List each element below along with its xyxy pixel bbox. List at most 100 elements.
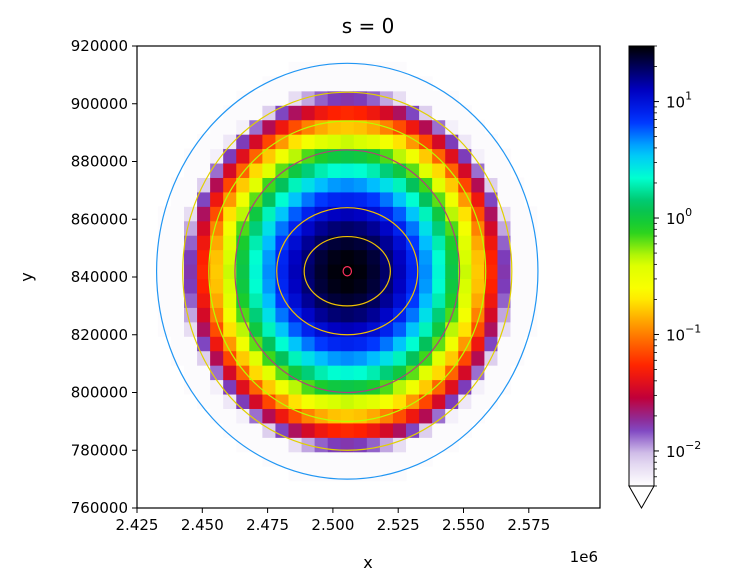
heatmap-cell: [366, 365, 381, 381]
heatmap-cell: [170, 264, 185, 280]
heatmap-cell: [458, 119, 472, 135]
heatmap-cell: [340, 437, 355, 453]
heatmap-cell: [340, 292, 355, 308]
heatmap-cell: [314, 321, 329, 337]
heatmap-cell: [327, 220, 342, 236]
heatmap-cell: [392, 350, 407, 366]
heatmap-cell: [314, 177, 329, 193]
heatmap-cell: [353, 307, 368, 323]
x-axis: 2.425 2.450 2.475 2.500 2.525 2.550 2.575: [116, 508, 550, 534]
heatmap-cell: [353, 264, 368, 280]
heatmap-cell: [379, 451, 394, 467]
heatmap-cell: [379, 393, 394, 409]
heatmap-cell: [392, 206, 407, 222]
heatmap-cell: [392, 466, 407, 482]
heatmap-cell: [210, 292, 224, 308]
heatmap-cell: [458, 105, 472, 121]
heatmap-cell: [445, 264, 459, 280]
heatmap-cell: [236, 321, 250, 337]
colorbar-ticks: 10−2 10−1 100 101: [654, 45, 701, 487]
heatmap-cell: [288, 451, 303, 467]
heatmap-cell: [327, 408, 342, 424]
y-tick-label: 900000: [71, 95, 128, 113]
heatmap-cell: [262, 451, 277, 467]
y-tick-label: 920000: [71, 37, 128, 55]
heatmap-cell: [249, 393, 263, 409]
heatmap-cell: [223, 307, 237, 323]
heatmap-cell: [236, 393, 250, 409]
heatmap-cell: [223, 278, 237, 294]
heatmap-cell: [340, 148, 355, 164]
heatmap-cell: [340, 191, 355, 207]
heatmap-cell: [432, 105, 446, 121]
heatmap-cell: [223, 336, 237, 352]
heatmap-cell: [301, 134, 316, 150]
heatmap-cell: [301, 451, 316, 467]
heatmap-cell: [236, 365, 250, 381]
heatmap-cell: [471, 365, 485, 381]
heatmap-cell: [327, 422, 342, 438]
y-axis-label: y: [17, 272, 36, 281]
heatmap-cell: [327, 437, 342, 453]
heatmap-cell: [327, 278, 342, 294]
y-tick-label: 880000: [71, 153, 128, 171]
heatmap-cell: [497, 321, 512, 337]
heatmap-cell: [484, 307, 499, 323]
heatmap-cell: [392, 336, 407, 352]
heatmap-cell: [314, 119, 329, 135]
heatmap-cell: [497, 220, 512, 236]
heatmap-cell: [327, 90, 342, 106]
heatmap-cell: [301, 466, 316, 482]
y-axis: 760000 780000 800000 820000 840000 860000 8800…: [71, 37, 137, 517]
heatmap-cell: [340, 307, 355, 323]
heatmap-cell: [445, 365, 459, 381]
heatmap-cell: [197, 379, 211, 395]
colorbar-frame: [628, 45, 655, 487]
contour-ring: [155, 62, 539, 480]
heatmap-cell: [432, 336, 446, 352]
heatmap-cell: [327, 61, 342, 77]
heatmap-cell: [366, 466, 381, 482]
heatmap-cell: [262, 437, 277, 453]
heatmap-cell: [458, 278, 472, 294]
heatmap-cell: [249, 134, 263, 150]
heatmap-cell: [314, 220, 329, 236]
heatmap-cell: [249, 350, 263, 366]
heatmap-cell: [210, 350, 224, 366]
heatmap-cell: [340, 90, 355, 106]
heatmap-cell: [275, 350, 290, 366]
heatmap-cell: [484, 148, 499, 164]
heatmap-cell: [314, 235, 329, 251]
heatmap-cell: [210, 119, 224, 135]
heatmap-cell: [419, 393, 433, 409]
heatmap-cell: [353, 206, 368, 222]
heatmap-cell: [510, 350, 525, 366]
heatmap-cell: [510, 220, 525, 236]
heatmap-cell: [249, 422, 263, 438]
heatmap-cell: [523, 307, 538, 323]
heatmap-cell: [458, 249, 472, 265]
heatmap-cell: [262, 422, 277, 438]
heatmap-cell: [301, 393, 316, 409]
heatmap-cell: [301, 307, 316, 323]
heatmap-cell: [484, 134, 499, 150]
heatmap-cell: [262, 307, 277, 323]
heatmap-cell: [392, 278, 407, 294]
heatmap-cell: [366, 336, 381, 352]
heatmap-cell: [301, 365, 316, 381]
heatmap-cell: [197, 249, 211, 265]
heatmap-cell: [353, 119, 368, 135]
heatmap-cell: [458, 408, 472, 424]
heatmap-cell: [484, 278, 499, 294]
heatmap-cell: [419, 307, 433, 323]
heatmap-cell: [432, 148, 446, 164]
heatmap-cell: [379, 365, 394, 381]
heatmap-cell: [262, 365, 277, 381]
heatmap-cell: [223, 235, 237, 251]
heatmap-cell: [432, 235, 446, 251]
contour-ring: [342, 266, 353, 277]
heatmap-cell: [458, 365, 472, 381]
heatmap-cell: [392, 90, 407, 106]
heatmap-cell: [353, 134, 368, 150]
heatmap-cell: [406, 177, 420, 193]
